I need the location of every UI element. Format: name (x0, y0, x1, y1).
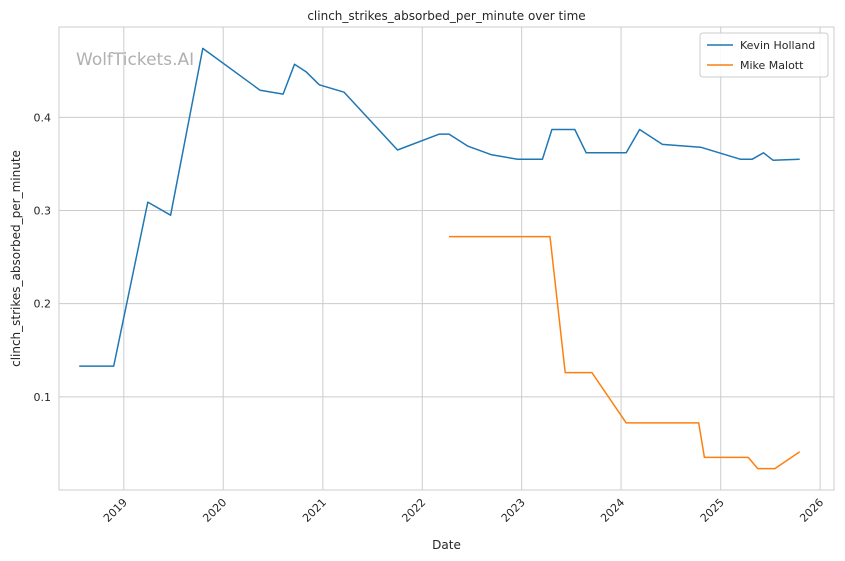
y-tick-label: 0.3 (34, 205, 52, 218)
series-line-kevin-holland (79, 47, 800, 367)
legend-label-mike-malott: Mike Malott (740, 59, 804, 72)
y-tick-label: 0.2 (34, 298, 52, 311)
plot-background (59, 27, 834, 490)
x-tick-label: 2024 (598, 496, 627, 525)
y-tick-label: 0.4 (34, 111, 52, 124)
y-axis-title: clinch_strikes_absorbed_per_minute (9, 150, 23, 367)
x-tick-label: 2022 (399, 496, 428, 525)
series-line-mike-malott (449, 235, 801, 470)
x-axis-title: Date (432, 538, 461, 552)
grid-lines (59, 27, 834, 490)
x-tick-label: 2020 (200, 496, 229, 525)
x-tick-label: 2023 (499, 496, 528, 525)
y-tick-labels: 0.1 0.2 0.3 0.4 (34, 111, 52, 403)
x-tick-labels: 2019 2020 2021 2022 2023 2024 2025 2026 (101, 496, 826, 525)
x-tick-label: 2019 (101, 496, 130, 525)
legend-label-kevin-holland: Kevin Holland (740, 39, 815, 52)
x-tick-label: 2025 (698, 496, 727, 525)
legend-box (699, 32, 829, 78)
x-tick-label: 2026 (797, 496, 826, 525)
x-tick-label: 2021 (300, 496, 329, 525)
chart-title: clinch_strikes_absorbed_per_minute over … (307, 9, 585, 23)
legend: Kevin Holland Mike Malott (699, 32, 829, 78)
watermark: WolfTickets.AI (76, 50, 194, 70)
plot-frame (58, 26, 835, 491)
series-lines (79, 47, 801, 470)
y-tick-label: 0.1 (34, 391, 52, 404)
